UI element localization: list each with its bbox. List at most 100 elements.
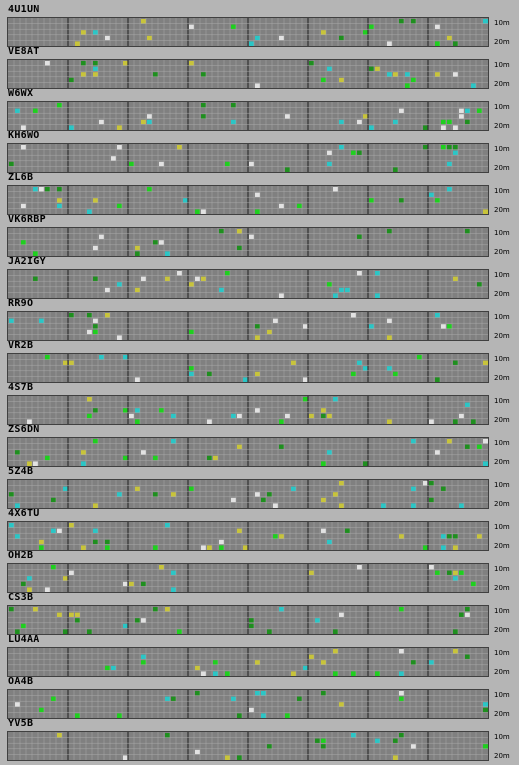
band-label-top: 10m xyxy=(494,565,510,573)
activity-cell xyxy=(339,287,344,293)
band-activity-grid xyxy=(7,17,489,47)
activity-cell xyxy=(261,497,266,503)
station-row: 5Z4B 10m 20m xyxy=(0,466,519,509)
station-row: LU4AA 10m 20m xyxy=(0,634,519,677)
activity-cell xyxy=(285,413,290,419)
activity-cell xyxy=(195,749,200,755)
activity-cell xyxy=(93,539,98,545)
band-activity-grid xyxy=(7,395,489,425)
band-activity-grid xyxy=(7,605,489,635)
activity-cell xyxy=(105,539,110,545)
activity-cell xyxy=(267,492,272,497)
activity-grid-svg xyxy=(8,60,488,88)
activity-cell xyxy=(483,707,488,713)
activity-cell xyxy=(135,618,140,623)
band-label-top: 10m xyxy=(494,607,510,615)
activity-cell xyxy=(393,755,398,760)
activity-cell xyxy=(441,125,446,130)
activity-cell xyxy=(33,108,38,114)
activity-cell xyxy=(459,503,464,508)
activity-cell xyxy=(357,119,362,125)
activity-cell xyxy=(435,41,440,46)
activity-cell xyxy=(351,671,356,676)
activity-cell xyxy=(423,481,428,486)
activity-cell xyxy=(117,282,122,287)
activity-cell xyxy=(327,150,332,156)
activity-cell xyxy=(387,229,392,234)
activity-cell xyxy=(33,276,38,282)
activity-cell xyxy=(63,486,68,492)
activity-cell xyxy=(453,125,458,130)
activity-cell xyxy=(69,77,74,83)
activity-cell xyxy=(93,503,98,508)
activity-cell xyxy=(459,413,464,419)
activity-cell xyxy=(429,192,434,198)
activity-cell xyxy=(231,413,236,419)
activity-cell xyxy=(75,41,80,46)
activity-cell xyxy=(405,83,410,88)
activity-cell xyxy=(333,671,338,676)
activity-cell xyxy=(447,570,452,576)
activity-cell xyxy=(369,66,374,72)
activity-cell xyxy=(117,145,122,150)
activity-cell xyxy=(411,660,416,665)
activity-cell xyxy=(57,103,62,108)
activity-cell xyxy=(453,41,458,46)
band-activity-grid xyxy=(7,185,489,215)
station-callsign: 5Z4B xyxy=(8,466,34,477)
activity-cell xyxy=(51,497,56,503)
activity-cell xyxy=(441,119,446,125)
station-callsign: VE8AT xyxy=(8,46,40,57)
station-callsign: VK6RBP xyxy=(8,214,46,225)
activity-cell xyxy=(69,313,74,318)
activity-cell xyxy=(327,161,332,167)
activity-cell xyxy=(81,545,86,550)
activity-cell xyxy=(219,229,224,234)
activity-cell xyxy=(321,461,326,466)
activity-grid-svg xyxy=(8,606,488,634)
activity-cell xyxy=(21,240,26,245)
activity-cell xyxy=(81,61,86,66)
activity-cell xyxy=(411,503,416,508)
band-label-bottom: 20m xyxy=(494,626,510,634)
activity-cell xyxy=(21,623,26,629)
activity-cell xyxy=(465,612,470,618)
activity-cell xyxy=(375,671,380,676)
activity-cell xyxy=(477,282,482,287)
activity-cell xyxy=(57,203,62,209)
activity-cell xyxy=(9,161,14,167)
activity-cell xyxy=(15,503,20,508)
activity-cell xyxy=(453,419,458,424)
band-label-top: 10m xyxy=(494,523,510,531)
activity-cell xyxy=(87,413,92,419)
activity-cell xyxy=(21,203,26,209)
activity-cell xyxy=(447,161,452,167)
band-activity-grid xyxy=(7,563,489,593)
activity-cell xyxy=(339,35,344,41)
band-label-top: 10m xyxy=(494,271,510,279)
activity-cell xyxy=(225,755,230,760)
activity-cell xyxy=(93,66,98,72)
activity-cell xyxy=(123,408,128,413)
activity-cell xyxy=(219,539,224,545)
activity-cell xyxy=(153,545,158,550)
station-callsign: W6WX xyxy=(8,88,34,99)
activity-cell xyxy=(399,108,404,114)
activity-cell xyxy=(153,72,158,77)
activity-cell xyxy=(135,377,140,382)
activity-cell xyxy=(177,145,182,150)
activity-cell xyxy=(267,744,272,749)
station-row: VE8AT 10m 20m xyxy=(0,46,519,89)
activity-cell xyxy=(327,450,332,455)
activity-cell xyxy=(99,234,104,240)
activity-cell xyxy=(9,607,14,612)
activity-cell xyxy=(9,318,14,324)
activity-cell xyxy=(429,481,434,486)
activity-cell xyxy=(411,486,416,492)
activity-cell xyxy=(279,419,284,424)
activity-cell xyxy=(399,607,404,612)
activity-cell xyxy=(57,733,62,738)
activity-cell xyxy=(21,125,26,130)
activity-cell xyxy=(141,276,146,282)
activity-cell xyxy=(363,461,368,466)
